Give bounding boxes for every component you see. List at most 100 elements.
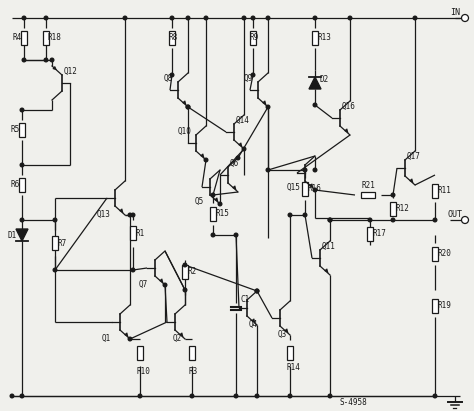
Bar: [390, 202, 396, 216]
Circle shape: [433, 394, 437, 398]
Circle shape: [170, 16, 174, 20]
Text: Q6: Q6: [230, 159, 239, 168]
Circle shape: [131, 268, 135, 272]
Text: D1: D1: [8, 231, 17, 240]
Circle shape: [10, 394, 14, 398]
Bar: [19, 178, 25, 192]
Text: R10: R10: [137, 367, 151, 376]
Circle shape: [50, 58, 54, 62]
Text: R6: R6: [11, 180, 20, 189]
Bar: [169, 31, 175, 45]
Bar: [361, 192, 375, 198]
Circle shape: [186, 105, 190, 109]
Circle shape: [22, 16, 26, 20]
Circle shape: [211, 233, 215, 237]
Circle shape: [391, 218, 395, 222]
Circle shape: [462, 217, 468, 224]
Text: R1: R1: [136, 229, 145, 238]
Circle shape: [288, 394, 292, 398]
Circle shape: [242, 16, 246, 20]
Circle shape: [255, 289, 259, 293]
Circle shape: [303, 213, 307, 217]
Text: Q4: Q4: [249, 319, 258, 328]
Text: R16: R16: [308, 185, 322, 194]
Text: R14: R14: [287, 363, 301, 372]
Circle shape: [236, 156, 240, 160]
Circle shape: [251, 73, 255, 77]
Circle shape: [53, 268, 57, 272]
Circle shape: [251, 16, 255, 20]
Bar: [19, 123, 25, 137]
Text: R19: R19: [438, 302, 452, 310]
Circle shape: [255, 289, 259, 293]
Text: R11: R11: [438, 187, 452, 196]
Circle shape: [183, 288, 187, 292]
Circle shape: [53, 218, 57, 222]
Text: R13: R13: [318, 34, 332, 42]
Text: OUT: OUT: [447, 210, 463, 219]
Circle shape: [266, 105, 270, 109]
Bar: [130, 226, 136, 240]
Text: Q3: Q3: [278, 330, 287, 339]
Circle shape: [368, 218, 372, 222]
Bar: [52, 236, 58, 250]
Circle shape: [328, 218, 332, 222]
Circle shape: [186, 105, 190, 109]
Circle shape: [328, 218, 332, 222]
Circle shape: [20, 163, 24, 167]
Circle shape: [266, 16, 270, 20]
Bar: [21, 31, 27, 45]
Circle shape: [131, 213, 135, 217]
Circle shape: [123, 16, 127, 20]
Text: Q5: Q5: [195, 196, 204, 206]
Circle shape: [44, 58, 48, 62]
Bar: [432, 184, 438, 198]
Circle shape: [211, 193, 215, 197]
Circle shape: [313, 103, 317, 107]
Text: S-4958: S-4958: [340, 397, 368, 406]
Text: R4: R4: [13, 34, 22, 42]
Circle shape: [128, 213, 132, 217]
Bar: [182, 265, 188, 279]
Text: Q10: Q10: [178, 127, 192, 136]
Text: R12: R12: [396, 205, 410, 213]
Bar: [312, 31, 318, 45]
Circle shape: [242, 147, 246, 151]
Circle shape: [20, 218, 24, 222]
Circle shape: [163, 283, 167, 287]
Bar: [287, 346, 293, 360]
Text: Q14: Q14: [236, 115, 250, 125]
Bar: [43, 31, 49, 45]
Circle shape: [22, 58, 26, 62]
Circle shape: [20, 108, 24, 112]
Text: Q16: Q16: [342, 102, 356, 111]
Text: R17: R17: [373, 229, 387, 238]
Text: D2: D2: [320, 76, 329, 85]
Bar: [302, 182, 308, 196]
Circle shape: [313, 16, 317, 20]
Bar: [210, 207, 216, 221]
Circle shape: [138, 394, 142, 398]
Circle shape: [255, 394, 259, 398]
Text: Q9: Q9: [244, 74, 253, 83]
Text: Q12: Q12: [64, 67, 78, 76]
Circle shape: [186, 16, 190, 20]
Bar: [189, 346, 195, 360]
Text: Q13: Q13: [97, 210, 111, 219]
Circle shape: [462, 14, 468, 21]
Text: R15: R15: [216, 210, 230, 219]
Circle shape: [170, 73, 174, 77]
Text: Q15: Q15: [287, 182, 301, 192]
Text: R9: R9: [250, 34, 259, 42]
Text: R3: R3: [189, 367, 198, 376]
Text: R7: R7: [58, 238, 67, 247]
Text: R21: R21: [362, 182, 376, 191]
Text: R2: R2: [188, 268, 197, 277]
Circle shape: [288, 213, 292, 217]
Circle shape: [313, 168, 317, 172]
Text: IN: IN: [450, 9, 460, 18]
Text: Q1: Q1: [102, 333, 111, 342]
Circle shape: [183, 263, 187, 267]
Bar: [137, 346, 143, 360]
Circle shape: [328, 394, 332, 398]
